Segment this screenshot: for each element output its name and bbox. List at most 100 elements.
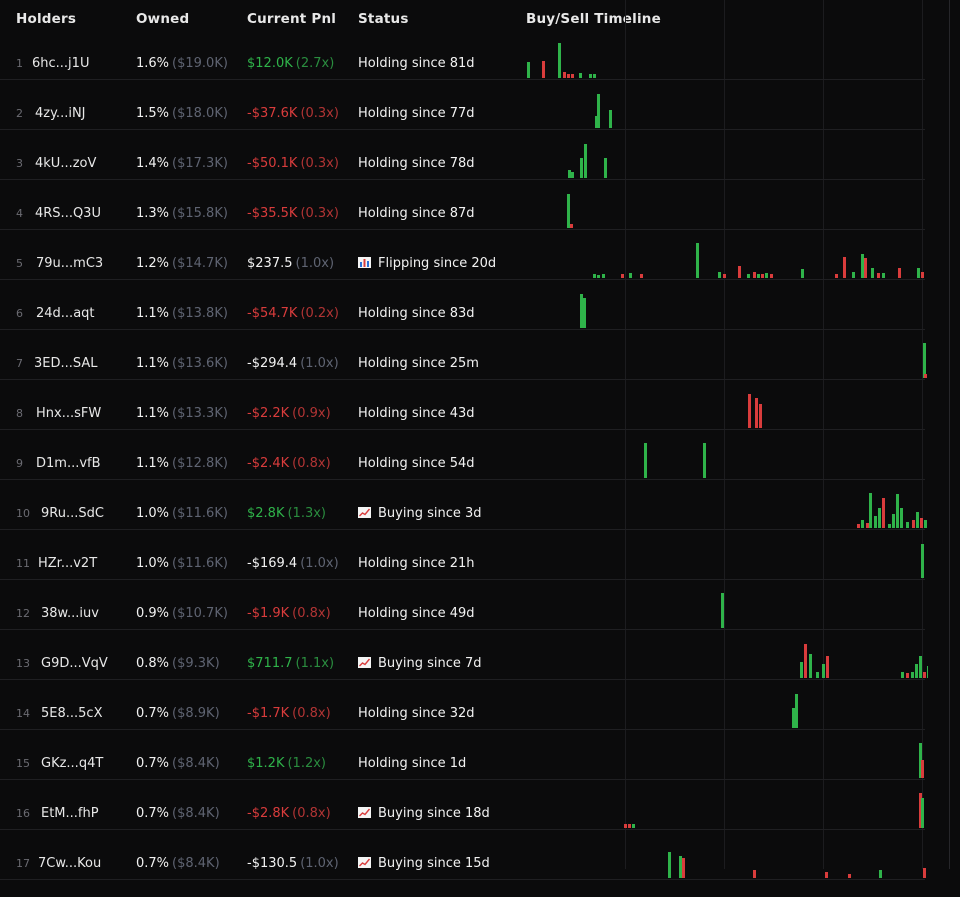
buy-bar[interactable]: [597, 275, 600, 278]
buy-bar[interactable]: [718, 272, 721, 278]
sell-bar[interactable]: [624, 824, 627, 828]
table-row[interactable]: 14 5E8...5cX 0.7% ($8.9K) -$1.7K (0.8x) Holdin…: [0, 680, 960, 730]
sell-bar[interactable]: [826, 656, 829, 678]
buy-bar[interactable]: [871, 268, 874, 278]
buy-bar[interactable]: [795, 694, 798, 728]
holder-address[interactable]: 4zy...iNJ: [35, 106, 86, 121]
buy-bar[interactable]: [917, 268, 920, 278]
sell-bar[interactable]: [567, 74, 570, 78]
column-holders[interactable]: Holders: [16, 11, 77, 27]
buy-bar[interactable]: [580, 158, 583, 178]
buy-bar[interactable]: [595, 116, 598, 128]
sell-bar[interactable]: [640, 274, 643, 278]
buy-bar[interactable]: [593, 274, 596, 278]
sell-bar[interactable]: [923, 868, 926, 878]
buy-bar[interactable]: [629, 273, 632, 278]
sell-bar[interactable]: [866, 523, 869, 528]
buy-bar[interactable]: [801, 269, 804, 278]
holder-address[interactable]: G9D...VqV: [41, 656, 108, 671]
table-row[interactable]: 13 G9D...VqV 0.8% ($9.3K) $711.7 (1.1x) Buying…: [0, 630, 960, 680]
sell-bar[interactable]: [755, 398, 758, 428]
buy-bar[interactable]: [747, 274, 750, 278]
holder-address[interactable]: 4RS...Q3U: [35, 206, 101, 221]
holder-address[interactable]: 6hc...j1U: [32, 56, 90, 71]
sell-bar[interactable]: [748, 394, 751, 428]
buy-bar[interactable]: [757, 274, 760, 278]
buy-bar[interactable]: [861, 520, 864, 528]
table-row[interactable]: 11 HZr...v2T 1.0% ($11.6K) -$169.4 (1.0x) Hold…: [0, 530, 960, 580]
sell-bar[interactable]: [843, 257, 846, 278]
buy-bar[interactable]: [632, 824, 635, 828]
holder-address[interactable]: 79u...mC3: [36, 256, 104, 271]
sell-bar[interactable]: [882, 498, 885, 528]
holder-address[interactable]: 9Ru...SdC: [41, 506, 104, 521]
holder-address[interactable]: 3ED...SAL: [34, 356, 98, 371]
holder-address[interactable]: D1m...vfB: [36, 456, 101, 471]
buy-bar[interactable]: [792, 708, 795, 728]
sell-bar[interactable]: [571, 74, 574, 78]
buy-bar[interactable]: [915, 664, 918, 678]
buy-bar[interactable]: [571, 172, 574, 178]
table-row[interactable]: 17 7Cw...Kou 0.7% ($8.4K) -$130.5 (1.0x) Buyin…: [0, 830, 960, 880]
table-row[interactable]: 9 D1m...vfB 1.1% ($12.8K) -$2.4K (0.8x) Holdin…: [0, 430, 960, 480]
holder-address[interactable]: HZr...v2T: [38, 556, 98, 571]
buy-bar[interactable]: [896, 494, 899, 528]
sell-bar[interactable]: [923, 672, 926, 678]
buy-bar[interactable]: [852, 272, 855, 278]
sell-bar[interactable]: [921, 272, 924, 278]
sell-bar[interactable]: [857, 524, 860, 528]
table-row[interactable]: 7 3ED...SAL 1.1% ($13.6K) -$294.4 (1.0x) Holdi…: [0, 330, 960, 380]
sell-bar[interactable]: [570, 224, 573, 228]
column-status[interactable]: Status: [358, 11, 409, 27]
sell-bar[interactable]: [628, 824, 631, 828]
table-row[interactable]: 16 EtM...fhP 0.7% ($8.4K) -$2.8K (0.8x) Buying…: [0, 780, 960, 830]
buy-bar[interactable]: [921, 544, 924, 578]
buy-bar[interactable]: [923, 343, 926, 378]
sell-bar[interactable]: [924, 374, 927, 378]
buy-bar[interactable]: [921, 798, 924, 828]
buy-bar[interactable]: [906, 522, 909, 528]
sell-bar[interactable]: [877, 273, 880, 278]
buy-bar[interactable]: [721, 593, 724, 628]
table-row[interactable]: 3 4kU...zoV 1.4% ($17.3K) -$50.1K (0.3x) Holdi…: [0, 130, 960, 180]
buy-bar[interactable]: [580, 294, 583, 328]
sell-bar[interactable]: [921, 760, 924, 778]
sell-bar[interactable]: [898, 268, 901, 278]
scrollbar[interactable]: [949, 0, 950, 869]
buy-bar[interactable]: [583, 298, 586, 328]
sell-bar[interactable]: [563, 72, 566, 78]
buy-bar[interactable]: [567, 194, 570, 228]
buy-bar[interactable]: [589, 74, 592, 78]
buy-bar[interactable]: [800, 662, 803, 678]
column-owned[interactable]: Owned: [136, 11, 190, 27]
buy-bar[interactable]: [924, 520, 927, 528]
sell-bar[interactable]: [738, 266, 741, 278]
holder-address[interactable]: 38w...iuv: [41, 606, 99, 621]
sell-bar[interactable]: [919, 793, 922, 828]
sell-bar[interactable]: [770, 274, 773, 278]
buy-bar[interactable]: [911, 672, 914, 678]
table-row[interactable]: 15 GKz...q4T 0.7% ($8.4K) $1.2K (1.2x) Holding…: [0, 730, 960, 780]
holder-address[interactable]: 4kU...zoV: [35, 156, 97, 171]
holder-address[interactable]: EtM...fhP: [41, 806, 99, 821]
buy-bar[interactable]: [878, 508, 881, 528]
buy-bar[interactable]: [882, 273, 885, 278]
buy-bar[interactable]: [809, 654, 812, 678]
sell-bar[interactable]: [864, 258, 867, 278]
buy-bar[interactable]: [593, 74, 596, 78]
buy-bar[interactable]: [901, 672, 904, 678]
buy-bar[interactable]: [604, 158, 607, 178]
table-row[interactable]: 10 9Ru...SdC 1.0% ($11.6K) $2.8K (1.3x) Buying…: [0, 480, 960, 530]
table-row[interactable]: 5 79u...mC3 1.2% ($14.7K) $237.5 (1.0x) Flippi…: [0, 230, 960, 280]
sell-bar[interactable]: [804, 644, 807, 678]
buy-bar[interactable]: [874, 516, 877, 528]
sell-bar[interactable]: [753, 272, 756, 278]
buy-bar[interactable]: [869, 493, 872, 528]
buy-bar[interactable]: [527, 62, 530, 78]
buy-bar[interactable]: [568, 170, 571, 178]
buy-bar[interactable]: [609, 110, 612, 128]
sell-bar[interactable]: [542, 61, 545, 78]
buy-bar[interactable]: [861, 254, 864, 278]
sell-bar[interactable]: [753, 870, 756, 878]
table-row[interactable]: 2 4zy...iNJ 1.5% ($18.0K) -$37.6K (0.3x) Holdi…: [0, 80, 960, 130]
